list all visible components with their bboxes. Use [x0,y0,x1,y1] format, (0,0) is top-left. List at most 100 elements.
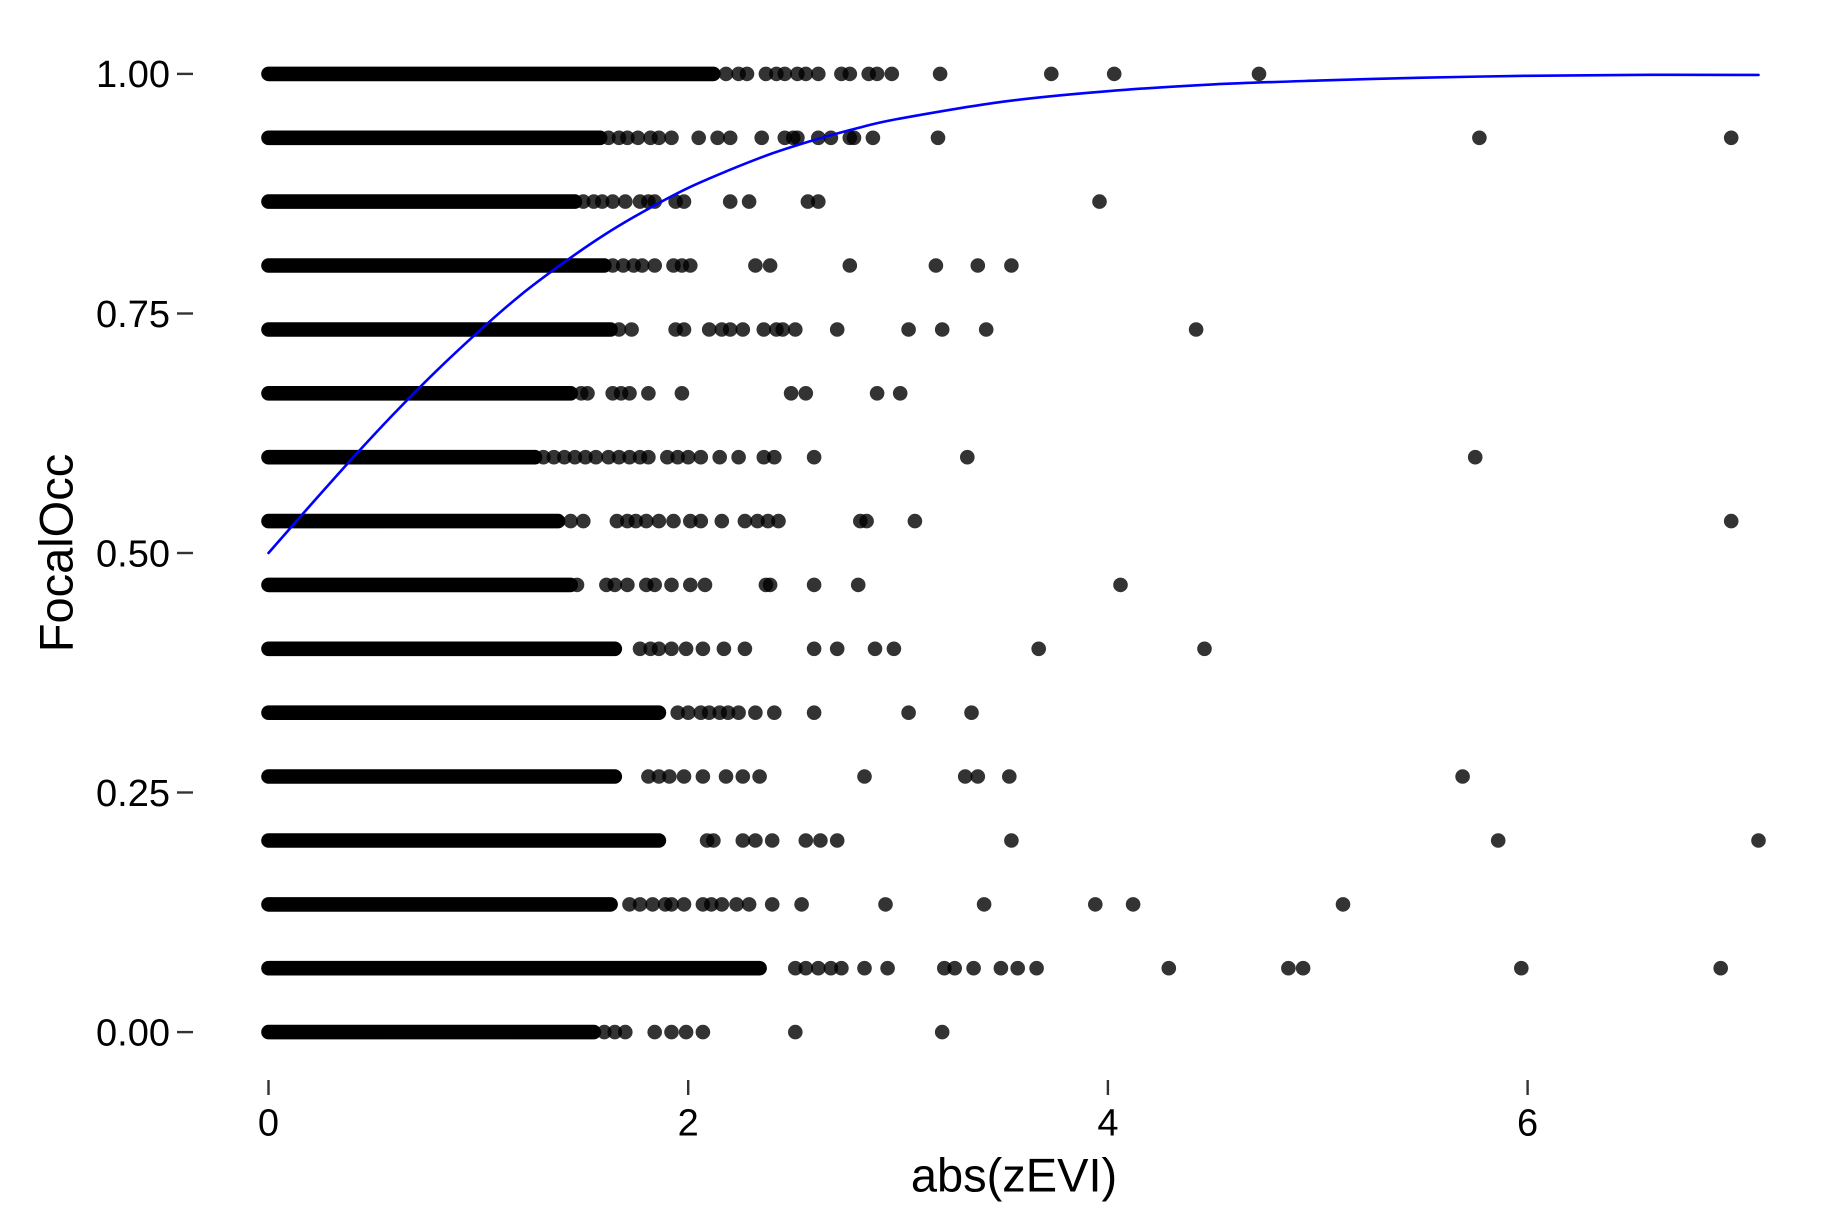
data-point [811,194,826,209]
data-point [976,897,992,912]
data-point [767,705,782,720]
data-point [775,322,790,337]
data-point [676,322,692,337]
data-point [806,449,822,465]
data-point [722,130,738,146]
data-point [741,897,757,912]
data-point [1044,66,1059,82]
data-point [647,1024,662,1040]
data-point [829,641,845,657]
data-point [607,1024,623,1040]
data-point [1113,577,1128,593]
data-point [1751,833,1766,848]
data-point [764,833,780,848]
x-tick-label: 4 [1097,1102,1118,1144]
data-point [632,641,648,657]
data-point [806,705,822,720]
data-point [857,960,872,976]
data-point [666,513,681,529]
data-point [605,194,620,209]
data-point [1514,960,1529,976]
data-point [624,322,639,337]
data-point [878,897,893,912]
data-point [628,513,644,529]
data-point [607,577,623,593]
y-axis: 0.00 0.25 0.50 0.75 1.00 [96,54,193,1054]
data-point [947,960,962,976]
data-point [1723,130,1739,146]
data-point [683,513,698,529]
data-point [716,641,732,657]
y-axis-title: FocalOcc [29,454,82,653]
data-point [1188,322,1204,337]
data-point [762,258,778,273]
data-point [1031,641,1046,657]
data-point [767,449,782,465]
data-point [670,705,685,720]
data-point [901,322,916,337]
data-point [737,641,753,657]
data-point [557,449,572,465]
data-point [798,833,814,848]
data-point [695,641,711,657]
data-point [756,449,772,465]
data-point [735,769,751,784]
data-point [701,705,717,720]
data-point [901,705,916,720]
data-point [811,960,826,976]
data-point [1106,66,1122,82]
data-point [611,322,627,337]
data-point [829,833,845,848]
data-point [892,386,908,401]
data-point [536,449,551,465]
data-point [806,577,822,593]
data-point [605,258,620,273]
data-point [710,130,725,146]
data-point [748,258,763,273]
data-point [1029,960,1044,976]
data-point [718,66,734,82]
data-point [964,705,979,720]
data-point [788,960,803,976]
data-point [934,1024,950,1040]
data-point [798,960,814,976]
data-point [611,449,627,465]
data-point [651,641,667,657]
data-point [754,130,769,146]
data-point [859,513,874,529]
data-point [647,258,662,273]
data-point [651,130,667,146]
data-point [934,322,950,337]
data-point [722,194,738,209]
data-point [932,66,948,82]
data-point [567,449,583,465]
data-point [695,1024,711,1040]
data-point [664,577,679,593]
data-point [618,194,633,209]
data-point [620,130,635,146]
data-point [834,960,849,976]
data-point [569,577,585,593]
data-point [651,513,667,529]
data-point [729,897,744,912]
x-tick-label: 0 [258,1102,279,1144]
data-point [639,513,654,529]
data-point [788,322,803,337]
data-point [867,641,883,657]
data-point [641,386,656,401]
data-point [1472,130,1487,146]
data-point [748,705,763,720]
data-point [823,960,839,976]
data-point [712,449,727,465]
data-point [563,513,578,529]
data-point [678,641,694,657]
data-point [1161,960,1177,976]
data-point [546,449,562,465]
data-point [960,449,975,465]
data-point [857,769,872,784]
data-point [695,769,711,784]
data-point [764,897,780,912]
data-point [783,386,799,401]
data-point [798,66,814,82]
